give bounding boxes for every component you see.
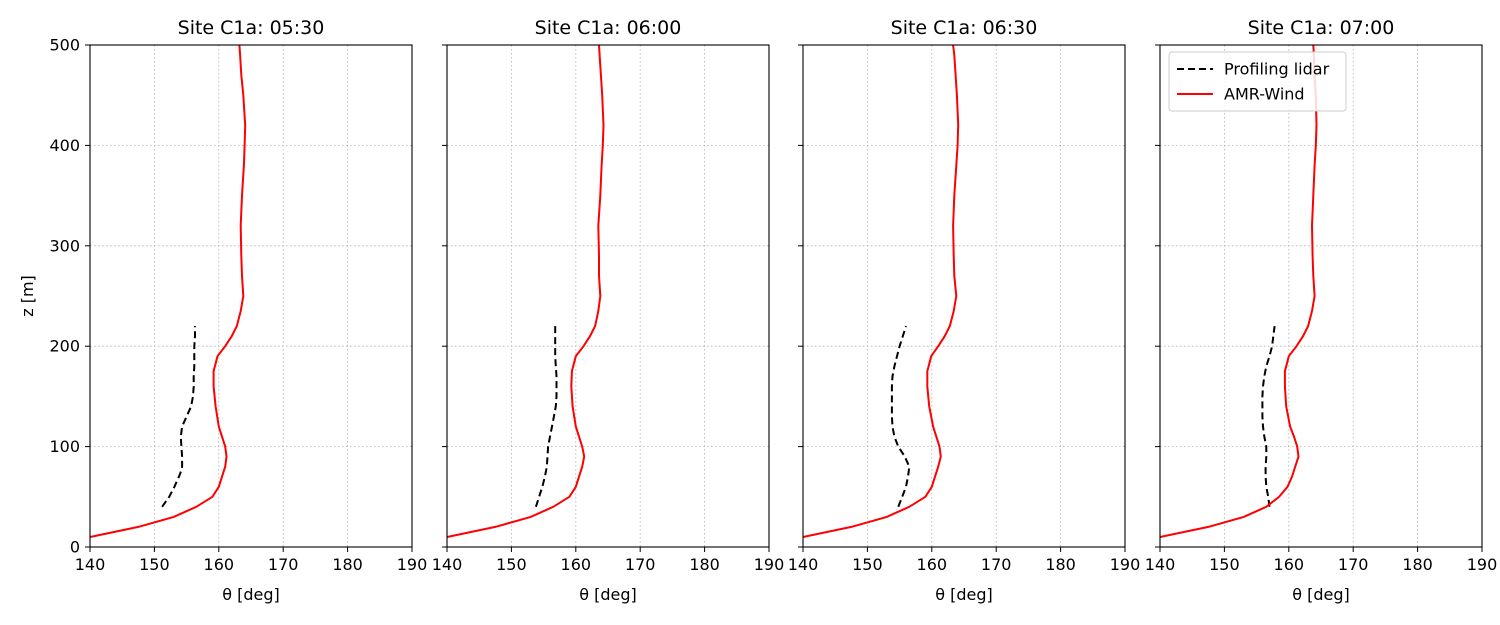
subplots-group: 140 150 160 170 180 190 0 100 200 300 400 500 Site C… xyxy=(49,17,1497,604)
x-tick-label: 190 xyxy=(1467,555,1498,574)
axes-frame xyxy=(1159,44,1483,548)
y-tick-label: 200 xyxy=(49,337,80,356)
axes-frame xyxy=(802,44,1126,548)
x-tick-label: 190 xyxy=(1110,555,1141,574)
legend-label: Profiling lidar xyxy=(1224,60,1330,79)
series-line-profiling-lidar xyxy=(534,326,558,508)
x-tick-label: 140 xyxy=(788,555,819,574)
x-tick-label: 170 xyxy=(625,555,656,574)
x-axis-label: θ [deg] xyxy=(1292,585,1350,604)
legend: Profiling lidar AMR-Wind xyxy=(1168,51,1347,112)
x-tick-label: 150 xyxy=(139,555,170,574)
x-axis-label: θ [deg] xyxy=(935,585,993,604)
series-line-profiling-lidar xyxy=(890,325,911,508)
x-tick-label: 140 xyxy=(432,555,463,574)
subplot-3: 140 150 160 170 180 190 Site C1a: 06:30 θ [deg] xyxy=(788,17,1141,604)
x-tick-label: 160 xyxy=(561,555,592,574)
series-line-amr-wind xyxy=(1160,45,1318,538)
x-tick-label: 150 xyxy=(1209,555,1240,574)
x-tick-label: 180 xyxy=(332,555,363,574)
x-tick-label: 180 xyxy=(1402,555,1433,574)
y-tick-label: 0 xyxy=(70,538,80,557)
series-line-amr-wind xyxy=(90,45,247,538)
subplot-4: 140 150 160 170 180 190 Site C1a: 07:00 θ [deg] xyxy=(1145,17,1498,604)
axes-frame xyxy=(446,44,770,548)
x-tick-label: 150 xyxy=(496,555,527,574)
x-tick-label: 140 xyxy=(75,555,106,574)
x-tick-label: 160 xyxy=(917,555,948,574)
x-tick-label: 170 xyxy=(268,555,299,574)
x-tick-label: 160 xyxy=(1274,555,1305,574)
x-tick-label: 180 xyxy=(689,555,720,574)
axes-frame xyxy=(89,44,413,548)
x-tick-label: 190 xyxy=(754,555,785,574)
legend-box xyxy=(1168,51,1347,112)
y-tick-label: 100 xyxy=(49,437,80,456)
x-tick-label: 170 xyxy=(981,555,1012,574)
x-tick-label: 180 xyxy=(1045,555,1076,574)
x-tick-label: 170 xyxy=(1338,555,1369,574)
subplot-title: Site C1a: 05:30 xyxy=(178,17,325,39)
x-axis-label: θ [deg] xyxy=(579,585,637,604)
subplot-title: Site C1a: 06:00 xyxy=(535,17,682,39)
series-line-amr-wind xyxy=(803,45,960,538)
subplot-title: Site C1a: 06:30 xyxy=(891,17,1038,39)
x-tick-label: 140 xyxy=(1145,555,1176,574)
y-axis-label: z [m] xyxy=(18,275,37,317)
series-line-profiling-lidar xyxy=(1261,325,1276,507)
x-tick-label: 190 xyxy=(397,555,428,574)
series-line-amr-wind xyxy=(447,45,605,538)
subplot-title: Site C1a: 07:00 xyxy=(1248,17,1395,39)
legend-label: AMR-Wind xyxy=(1224,85,1305,104)
y-tick-label: 400 xyxy=(49,136,80,155)
x-axis-label: θ [deg] xyxy=(222,585,280,604)
y-tick-label: 300 xyxy=(49,236,80,255)
subplot-1: 140 150 160 170 180 190 0 100 200 300 400 500 Site C… xyxy=(49,17,427,604)
subplot-2: 140 150 160 170 180 190 Site C1a: 06:00 θ [deg] xyxy=(432,17,785,604)
y-tick-label: 500 xyxy=(49,36,80,55)
x-tick-label: 160 xyxy=(204,555,235,574)
x-tick-label: 150 xyxy=(852,555,883,574)
series-line-profiling-lidar xyxy=(161,326,196,508)
